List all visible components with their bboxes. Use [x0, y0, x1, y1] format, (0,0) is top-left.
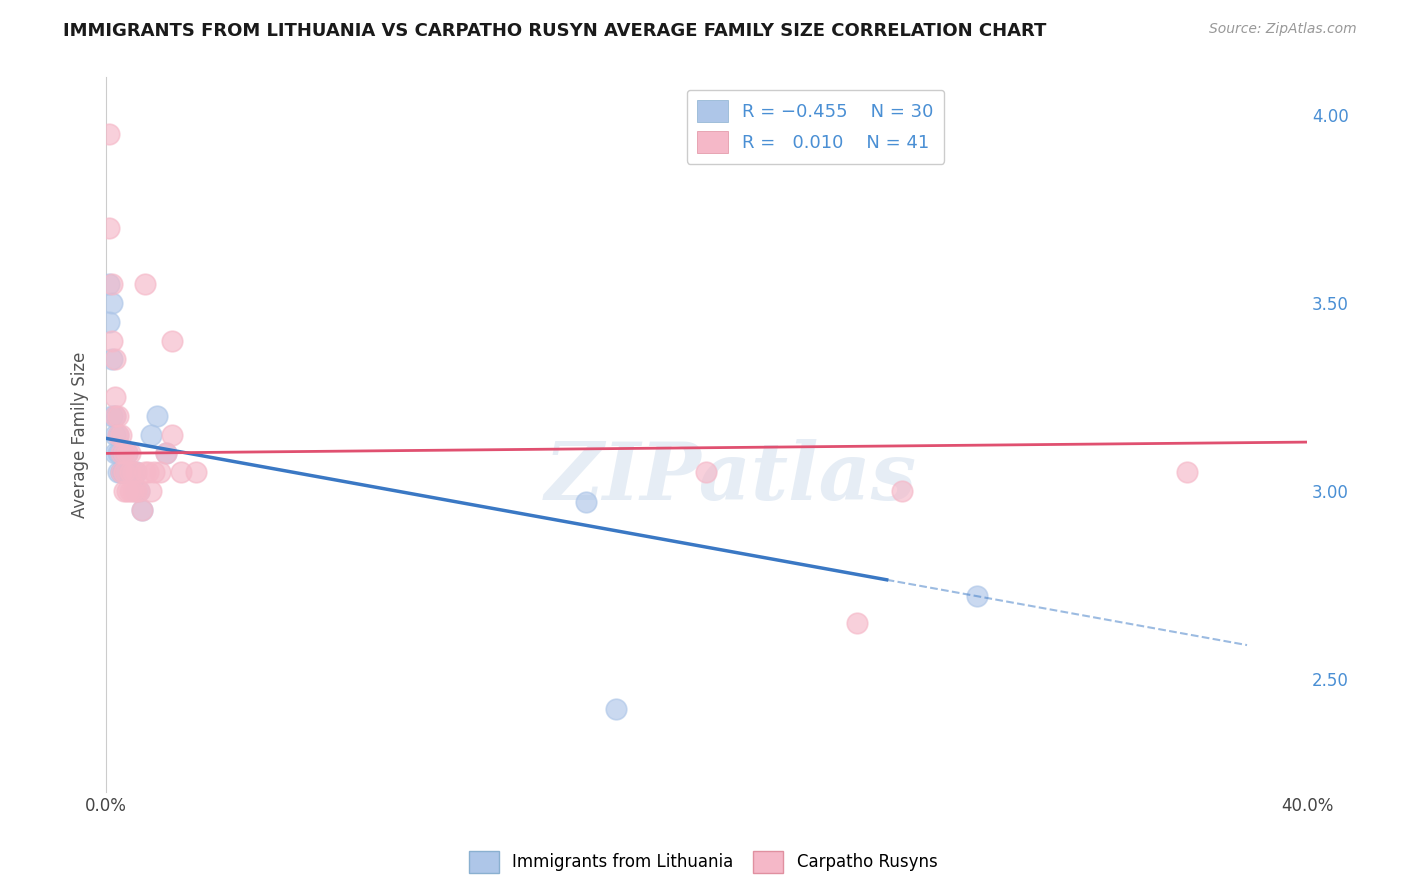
- Point: [125, 483, 148, 498]
- Point: [155, 446, 177, 460]
- Point: [115, 446, 138, 460]
- Point: [110, 465, 132, 479]
- Point: [155, 446, 177, 460]
- Point: [131, 502, 153, 516]
- Point: [125, 465, 148, 479]
- Point: [107, 427, 129, 442]
- Point: [104, 409, 127, 423]
- Point: [101, 352, 124, 367]
- Point: [142, 465, 165, 479]
- Point: [97, 315, 120, 329]
- Point: [110, 446, 132, 460]
- Legend: Immigrants from Lithuania, Carpatho Rusyns: Immigrants from Lithuania, Carpatho Rusy…: [463, 845, 943, 880]
- Point: [112, 465, 135, 479]
- Point: [139, 427, 162, 442]
- Point: [128, 483, 150, 498]
- Point: [110, 465, 132, 479]
- Point: [149, 465, 172, 479]
- Point: [128, 483, 150, 498]
- Point: [139, 483, 162, 498]
- Point: [97, 277, 120, 292]
- Point: [160, 427, 183, 442]
- Point: [97, 127, 120, 141]
- Point: [107, 446, 129, 460]
- Point: [118, 465, 141, 479]
- Point: [695, 465, 717, 479]
- Point: [605, 702, 627, 716]
- Point: [107, 427, 129, 442]
- Point: [890, 483, 912, 498]
- Point: [134, 465, 156, 479]
- Point: [101, 296, 124, 310]
- Point: [110, 465, 132, 479]
- Point: [104, 352, 127, 367]
- Point: [845, 615, 868, 630]
- Point: [104, 446, 127, 460]
- Point: [104, 427, 127, 442]
- Point: [160, 334, 183, 348]
- Legend: R = −0.455    N = 30, R =   0.010    N = 41: R = −0.455 N = 30, R = 0.010 N = 41: [686, 90, 943, 164]
- Point: [146, 409, 169, 423]
- Point: [184, 465, 207, 479]
- Point: [107, 465, 129, 479]
- Point: [101, 409, 124, 423]
- Point: [575, 495, 598, 509]
- Point: [122, 465, 145, 479]
- Y-axis label: Average Family Size: Average Family Size: [72, 351, 89, 517]
- Point: [170, 465, 193, 479]
- Point: [125, 483, 148, 498]
- Point: [101, 334, 124, 348]
- Point: [118, 446, 141, 460]
- Point: [110, 446, 132, 460]
- Point: [115, 446, 138, 460]
- Point: [122, 465, 145, 479]
- Point: [1175, 465, 1198, 479]
- Point: [112, 465, 135, 479]
- Point: [112, 465, 135, 479]
- Point: [122, 483, 145, 498]
- Text: ZIPatlas: ZIPatlas: [544, 439, 917, 516]
- Point: [112, 483, 135, 498]
- Point: [110, 427, 132, 442]
- Point: [104, 390, 127, 404]
- Point: [118, 465, 141, 479]
- Point: [125, 465, 148, 479]
- Point: [97, 220, 120, 235]
- Point: [101, 277, 124, 292]
- Point: [136, 465, 159, 479]
- Text: Source: ZipAtlas.com: Source: ZipAtlas.com: [1209, 22, 1357, 37]
- Point: [966, 589, 988, 603]
- Point: [115, 465, 138, 479]
- Point: [107, 409, 129, 423]
- Text: IMMIGRANTS FROM LITHUANIA VS CARPATHO RUSYN AVERAGE FAMILY SIZE CORRELATION CHAR: IMMIGRANTS FROM LITHUANIA VS CARPATHO RU…: [63, 22, 1046, 40]
- Point: [104, 409, 127, 423]
- Point: [112, 446, 135, 460]
- Point: [134, 277, 156, 292]
- Point: [118, 483, 141, 498]
- Point: [115, 483, 138, 498]
- Point: [131, 502, 153, 516]
